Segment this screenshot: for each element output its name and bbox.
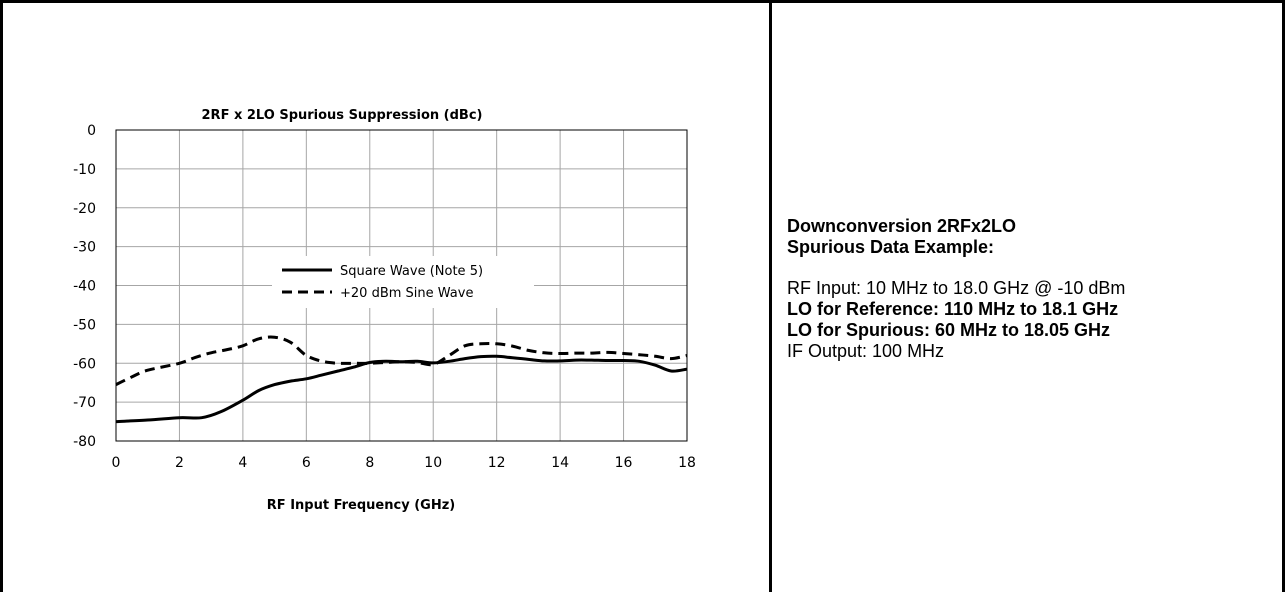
info-panel: Downconversion 2RFx2LO Spurious Data Exa…	[787, 216, 1267, 362]
rf-input-spec: RF Input: 10 MHz to 18.0 GHz @ -10 dBm	[787, 278, 1126, 298]
x-tick-labels: 0 2 4 6 8 10 12 14 16 18	[112, 455, 696, 471]
y-tick-label-7: -70	[73, 395, 96, 411]
series-line-0	[115, 354, 688, 424]
y-tick-label-2: -20	[73, 201, 96, 217]
panel-title-line1: Downconversion 2RFx2LO	[787, 216, 1017, 236]
y-tick-label-5: -50	[73, 317, 96, 333]
legend: Square Wave (Note 5) +20 dBm Sine Wave	[272, 256, 534, 308]
y-tick-label-4: -40	[73, 279, 96, 295]
x-tick-label-9: 18	[678, 455, 696, 471]
x-tick-label-0: 0	[112, 455, 121, 471]
y-tick-label-8: -80	[73, 434, 96, 450]
spurious-chart: 0 -10 -20 -30 -40 -50 -60 -70 -80 0 2 4 6 8 10 12 14 16 1…	[73, 108, 696, 513]
x-tick-label-3: 6	[302, 455, 311, 471]
x-axis-label: RF Input Frequency (GHz)	[267, 498, 455, 513]
if-output-spec: IF Output: 100 MHz	[787, 341, 945, 361]
y-tick-labels: 0 -10 -20 -30 -40 -50 -60 -70 -80	[73, 123, 96, 450]
panel-title-line2: Spurious Data Example:	[787, 237, 995, 257]
lo-spurious-spec: LO for Spurious: 60 MHz to 18.05 GHz	[787, 320, 1111, 340]
column-divider	[769, 0, 772, 592]
y-tick-label-1: -10	[73, 162, 96, 178]
x-tick-label-4: 8	[365, 455, 374, 471]
legend-label-0: Square Wave (Note 5)	[340, 264, 483, 279]
x-tick-label-6: 12	[488, 455, 506, 471]
y-tick-label-0: 0	[87, 123, 96, 139]
legend-label-1: +20 dBm Sine Wave	[340, 286, 473, 301]
series-layer	[115, 335, 688, 424]
x-tick-label-8: 16	[615, 455, 633, 471]
x-tick-label-7: 14	[551, 455, 569, 471]
x-tick-label-2: 4	[238, 455, 247, 471]
x-tick-label-5: 10	[424, 455, 442, 471]
chart-title: 2RF x 2LO Spurious Suppression (dBc)	[202, 108, 483, 123]
plot-area-border	[115, 129, 688, 442]
legend-background	[272, 256, 534, 308]
series-line-1	[115, 335, 688, 386]
y-tick-label-6: -60	[73, 356, 96, 372]
y-tick-label-3: -30	[73, 240, 96, 256]
x-tick-label-1: 2	[175, 455, 184, 471]
lo-reference-spec: LO for Reference: 110 MHz to 18.1 GHz	[787, 299, 1119, 319]
